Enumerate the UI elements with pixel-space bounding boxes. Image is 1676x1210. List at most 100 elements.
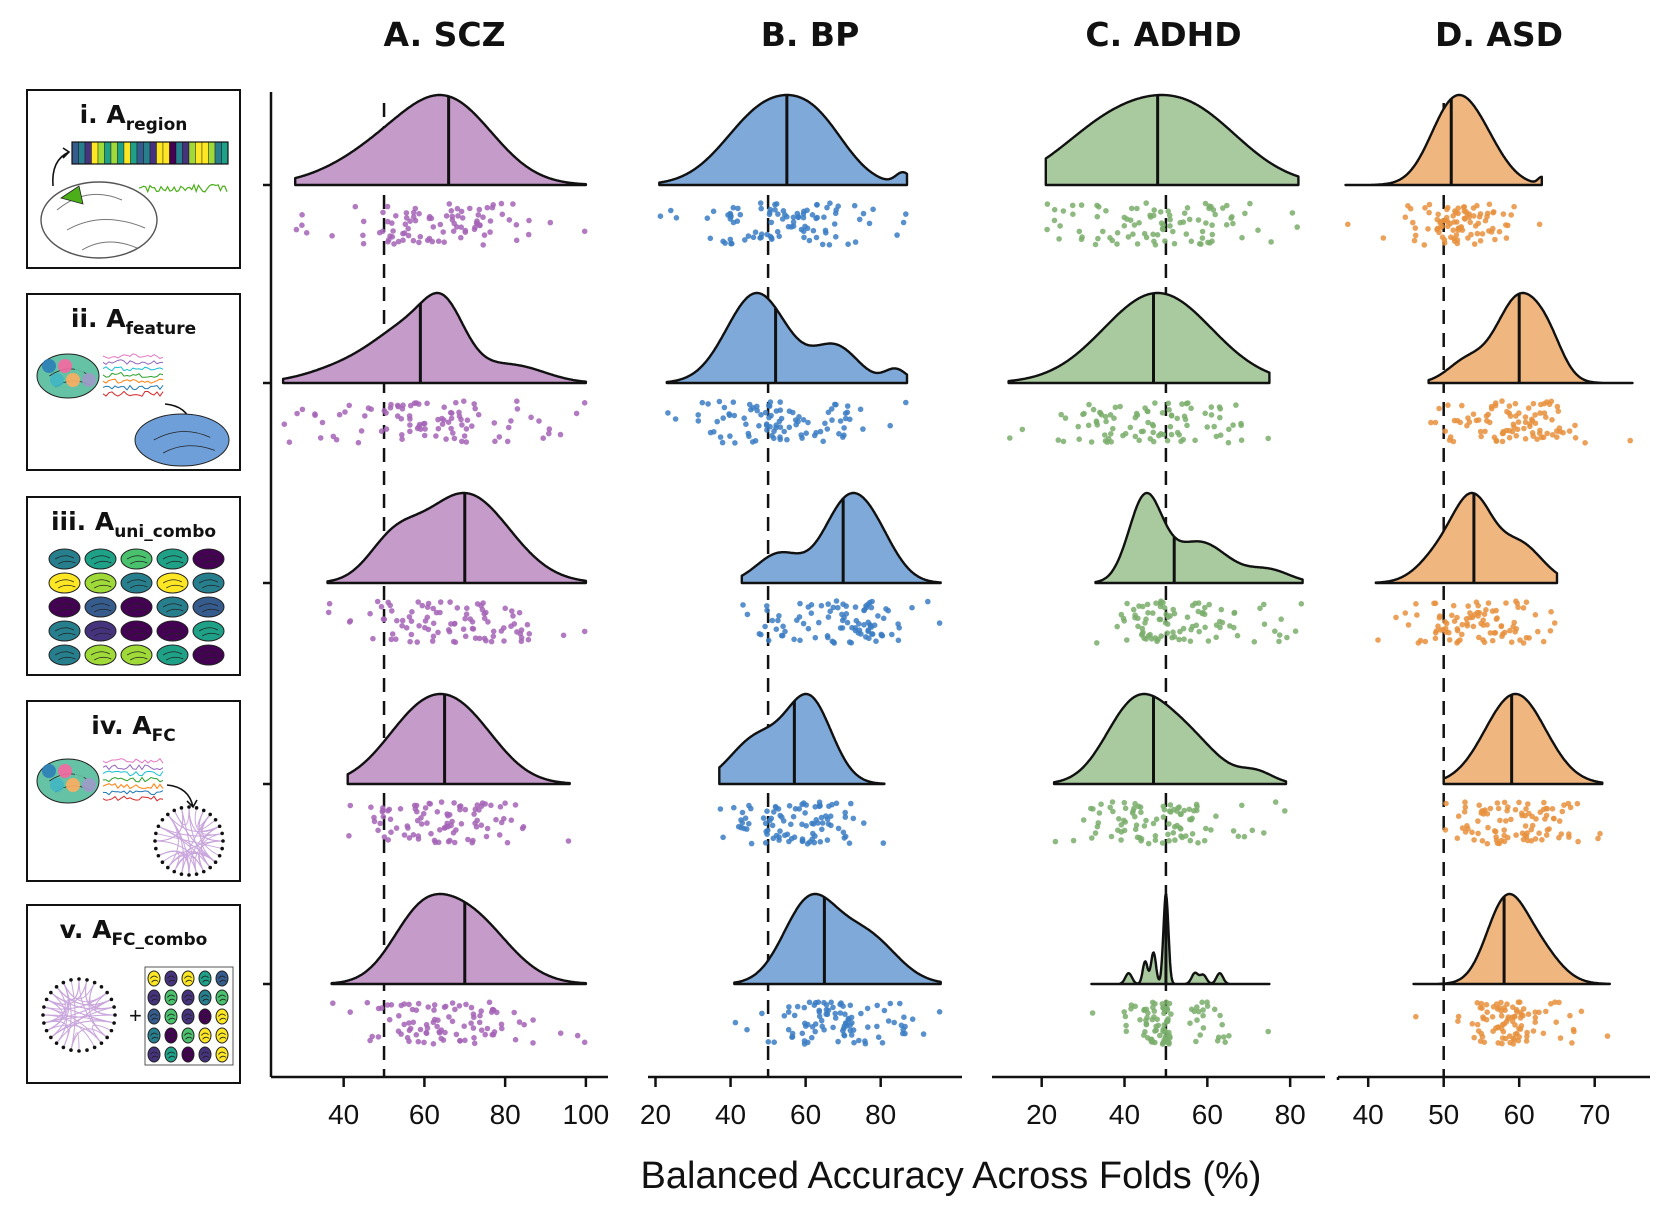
data-point: [1177, 219, 1183, 226]
connection-edge: [155, 832, 223, 850]
data-point: [1205, 638, 1212, 644]
data-point: [317, 435, 324, 441]
data-point: [1522, 823, 1529, 829]
data-point: [825, 614, 832, 620]
data-point: [744, 611, 751, 618]
data-point: [1548, 609, 1554, 615]
data-point: [1136, 220, 1142, 226]
brain-fold: [90, 579, 112, 589]
brain-glyph: [156, 572, 189, 594]
data-point: [430, 1019, 437, 1026]
data-point: [832, 401, 838, 408]
data-point: [406, 1027, 413, 1034]
brain-fold: [201, 994, 210, 1002]
data-point: [1511, 619, 1517, 626]
data-point: [750, 234, 757, 241]
data-point: [1137, 1017, 1143, 1023]
data-point: [1481, 611, 1488, 617]
data-point: [1554, 434, 1560, 440]
data-point: [468, 1020, 474, 1026]
data-point: [430, 633, 437, 640]
data-point: [861, 622, 867, 628]
data-point: [743, 421, 749, 428]
data-point: [1485, 824, 1491, 831]
data-point: [1226, 1033, 1232, 1039]
data-point: [665, 410, 671, 416]
points-v: [732, 999, 943, 1047]
data-point: [1533, 816, 1539, 822]
data-point: [1537, 427, 1543, 434]
data-point: [791, 636, 797, 643]
data-point: [1081, 410, 1087, 417]
data-point: [402, 221, 409, 227]
data-point: [1202, 200, 1209, 207]
data-point: [1094, 640, 1100, 646]
data-point: [1241, 833, 1248, 840]
data-point: [1477, 1004, 1484, 1011]
data-point: [841, 425, 847, 431]
data-point: [1432, 635, 1439, 642]
data-point: [1056, 236, 1062, 242]
data-point: [1121, 618, 1127, 624]
data-point: [1200, 1025, 1207, 1031]
data-point: [1525, 801, 1531, 807]
data-point: [827, 200, 833, 206]
data-point: [431, 1002, 438, 1008]
points-v: [1089, 999, 1271, 1047]
data-point: [1481, 639, 1488, 646]
data-point: [1203, 825, 1209, 832]
data-point: [1166, 1000, 1173, 1007]
data-point: [813, 234, 820, 241]
data-point: [459, 438, 465, 445]
data-point: [852, 604, 859, 610]
data-point: [695, 412, 701, 418]
data-point: [1485, 600, 1492, 606]
data-point: [499, 211, 506, 218]
data-point: [1538, 434, 1545, 441]
brain-glyph: [198, 1046, 212, 1063]
data-point: [1536, 221, 1543, 228]
data-point: [435, 629, 441, 636]
data-point: [831, 221, 838, 227]
data-point: [811, 1002, 818, 1008]
data-point: [1462, 804, 1469, 810]
brain-glyph: [192, 548, 225, 570]
brain-glyph: [192, 620, 225, 642]
data-point: [767, 206, 773, 213]
data-point: [735, 205, 741, 212]
data-point: [1172, 837, 1178, 843]
data-point: [1435, 211, 1441, 218]
data-point: [491, 1029, 498, 1035]
data-point: [1483, 607, 1489, 613]
data-point: [1152, 837, 1159, 843]
brain-region-timeseries-icon: [40, 141, 229, 259]
data-point: [673, 215, 680, 221]
data-point: [1470, 623, 1477, 630]
data-point: [1556, 818, 1563, 824]
data-point: [764, 808, 770, 814]
parcel: [42, 764, 56, 778]
data-point: [902, 1030, 908, 1037]
data-point: [347, 618, 354, 624]
data-point: [805, 419, 811, 426]
data-point: [1199, 235, 1206, 241]
data-point: [416, 623, 422, 629]
data-point: [424, 604, 431, 610]
brain-glyph: [181, 1046, 195, 1063]
density-iii: [1094, 491, 1304, 585]
data-point: [1523, 634, 1530, 641]
data-point: [446, 201, 453, 207]
data-point: [841, 1023, 848, 1029]
data-point: [1122, 805, 1129, 812]
data-point: [909, 1016, 916, 1022]
data-point: [424, 820, 430, 826]
data-point: [1131, 222, 1138, 228]
data-point: [1140, 629, 1146, 636]
data-point: [1166, 821, 1172, 827]
data-point: [557, 431, 564, 438]
data-point: [468, 1004, 475, 1011]
data-point: [925, 598, 931, 605]
data-point: [781, 1013, 788, 1019]
data-point: [416, 423, 422, 430]
data-point: [1539, 837, 1545, 843]
